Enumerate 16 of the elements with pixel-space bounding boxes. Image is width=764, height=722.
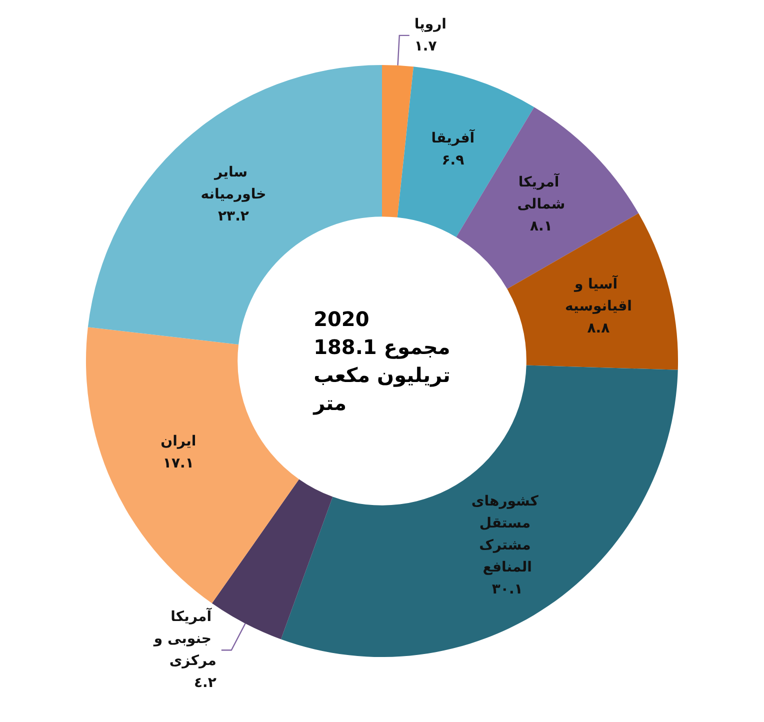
data-label: ۱۷.۱ xyxy=(162,455,194,472)
slice-label: ایران xyxy=(160,433,196,450)
slice-label: سایر خاورمیانه xyxy=(200,164,266,202)
slice-label: کشورهای مستقل مشترک المنافع xyxy=(471,494,544,576)
data-label: ۸.۱ xyxy=(530,218,552,235)
slice-label: آمریکا جنوبی و مرکزی xyxy=(152,607,216,670)
data-label: ٤.۲ xyxy=(194,675,217,692)
data-label: ۲۳.۲ xyxy=(218,208,250,224)
slice-label: آسیا و اقیانوسیه xyxy=(564,274,632,315)
slice-label: اروپا xyxy=(414,16,446,32)
slice-label: آفریقا xyxy=(431,128,476,146)
data-label: ۶.۹ xyxy=(442,152,465,168)
data-label: ۳۰.۱ xyxy=(492,582,523,598)
slice-label: آمریکا شمالی xyxy=(517,172,566,213)
data-label: ۱.۷ xyxy=(414,38,438,54)
data-label: ۸.۸ xyxy=(587,320,610,337)
